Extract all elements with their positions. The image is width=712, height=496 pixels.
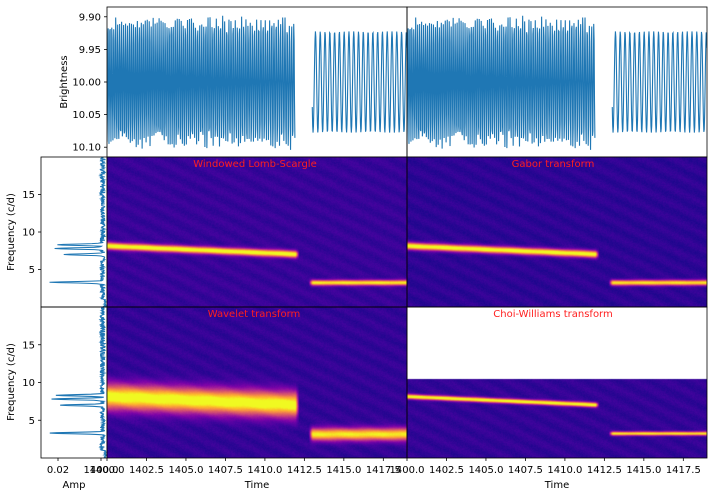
wavelet-transform-title: Wavelet transform [208, 309, 301, 320]
choi-williams-transform-title: Choi-Williams transform [493, 309, 612, 320]
lightcurve-right-panel [406, 6, 708, 158]
choi-williams-transform-frame [406, 306, 708, 459]
time-tick-label: 1412.5 [287, 465, 322, 476]
time-tick-label: 1410.0 [247, 465, 282, 476]
amplitude-spectrum-top-series [49, 157, 107, 307]
lightcurve-segment [611, 30, 707, 133]
brightness-ticks: 9.90 9.95 10.00 10.05 10.10 [72, 12, 107, 154]
amplitude-spectrum-line [49, 157, 107, 307]
frequency-tick-label: 15 [22, 340, 35, 351]
frequency-tick-label: 5 [29, 265, 35, 276]
time-tick-label: 1407.5 [508, 465, 543, 476]
time-ticks-left: 1400.0 1402.5 1405.0 1407.5 1410.0 1412.5 1415… [90, 458, 401, 476]
gabor-transform-heatmap [407, 157, 707, 307]
lightcurve-segment [107, 15, 296, 150]
brightness-tick-label: 9.90 [79, 12, 101, 23]
frequency-tick-label: 5 [29, 416, 35, 427]
amp-tick-label: 1400.0 [84, 465, 119, 476]
time-tick-label: 1417.5 [366, 465, 401, 476]
wavelet-transform-heatmap [107, 307, 407, 458]
frequency-tick-label: 15 [22, 190, 35, 201]
lightcurve-segment [311, 30, 407, 133]
lightcurve-left-panel: 9.90 9.95 10.00 10.05 10.10 Brightness [59, 6, 408, 158]
time-axis-label-left: Time [244, 480, 269, 491]
frequency-tick-label: 10 [22, 228, 35, 239]
amplitude-spectrum-line [49, 307, 107, 458]
amplitude-spectrum-bottom-frame [40, 306, 108, 459]
brightness-tick-label: 9.95 [79, 45, 101, 56]
windowed-lomb-scargle-title: Windowed Lomb-Scargle [193, 159, 317, 170]
amplitude-spectrum-top-frame [40, 156, 108, 308]
amp-axis-label: Amp [63, 480, 86, 491]
time-tick-label: 1405.0 [168, 465, 203, 476]
time-tick-label: 1417.5 [666, 465, 701, 476]
brightness-tick-label: 10.05 [72, 110, 101, 121]
brightness-axis-label: Brightness [59, 55, 70, 108]
time-tick-label: 1415.0 [626, 465, 661, 476]
brightness-tick-label: 10.00 [72, 78, 101, 89]
frequency-tick-label: 10 [22, 378, 35, 389]
choi-williams-transform-heatmap [407, 307, 707, 458]
lightcurve-right-series [407, 15, 707, 150]
time-ticks-right: 1400.0 1402.5 1405.0 1407.5 1410.0 1412.5 1415… [390, 458, 701, 476]
time-tick-label: 1400.0 [390, 465, 425, 476]
brightness-tick-label: 10.10 [72, 143, 101, 154]
gabor-transform-title: Gabor transform [512, 159, 595, 170]
amplitude-spectrum-top-panel: 5 10 15 Frequency (c/d) [6, 156, 108, 308]
amp-tick-label: 0.02 [47, 465, 69, 476]
time-tick-label: 1415.0 [326, 465, 361, 476]
frequency-axis-label-top: Frequency (c/d) [6, 193, 17, 271]
lightcurve-left-series [107, 15, 407, 150]
frequency-ticks-top: 5 10 15 [22, 190, 41, 276]
amplitude-spectrum-bottom-panel: 5 10 15 0.02 1400.0 Frequency (c/d) Amp [6, 306, 119, 491]
time-tick-label: 1402.5 [429, 465, 464, 476]
lightcurve-segment [407, 15, 596, 150]
amplitude-spectrum-bottom-series [49, 307, 107, 458]
time-tick-label: 1410.0 [547, 465, 582, 476]
time-tick-label: 1412.5 [587, 465, 622, 476]
time-tick-label: 1400.0 [90, 465, 125, 476]
time-axis-label-right: Time [544, 480, 569, 491]
time-tick-label: 1402.5 [129, 465, 164, 476]
frequency-ticks-bottom: 5 10 15 [22, 340, 41, 427]
time-tick-label: 1405.0 [468, 465, 503, 476]
frequency-axis-label-bottom: Frequency (c/d) [6, 343, 17, 421]
time-tick-label: 1407.5 [208, 465, 243, 476]
amp-ticks: 0.02 1400.0 [47, 458, 119, 476]
windowed-lomb-scargle-heatmap [107, 157, 407, 307]
